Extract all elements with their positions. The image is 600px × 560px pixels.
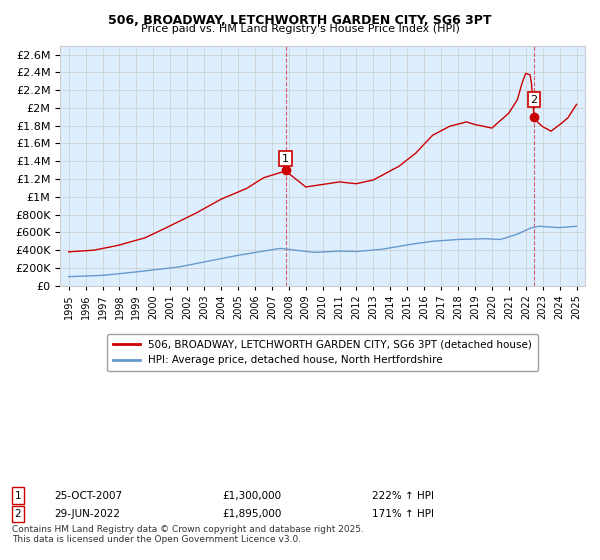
Text: £1,300,000: £1,300,000 xyxy=(222,491,281,501)
Text: Price paid vs. HM Land Registry's House Price Index (HPI): Price paid vs. HM Land Registry's House … xyxy=(140,24,460,34)
Text: 25-OCT-2007: 25-OCT-2007 xyxy=(54,491,122,501)
Text: 1: 1 xyxy=(14,491,22,501)
Text: 506, BROADWAY, LETCHWORTH GARDEN CITY, SG6 3PT: 506, BROADWAY, LETCHWORTH GARDEN CITY, S… xyxy=(108,14,492,27)
Text: 1: 1 xyxy=(282,153,289,164)
Text: 2: 2 xyxy=(530,95,538,105)
Text: 2: 2 xyxy=(14,509,22,519)
Text: 29-JUN-2022: 29-JUN-2022 xyxy=(54,509,120,519)
Text: 222% ↑ HPI: 222% ↑ HPI xyxy=(372,491,434,501)
Text: 171% ↑ HPI: 171% ↑ HPI xyxy=(372,509,434,519)
Text: £1,895,000: £1,895,000 xyxy=(222,509,281,519)
Text: Contains HM Land Registry data © Crown copyright and database right 2025.
This d: Contains HM Land Registry data © Crown c… xyxy=(12,525,364,544)
Legend: 506, BROADWAY, LETCHWORTH GARDEN CITY, SG6 3PT (detached house), HPI: Average pr: 506, BROADWAY, LETCHWORTH GARDEN CITY, S… xyxy=(107,334,538,371)
